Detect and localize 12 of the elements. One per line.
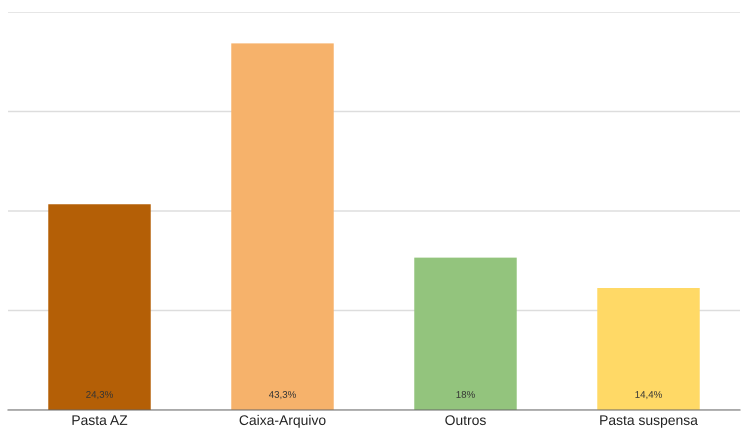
x-tick-label: Pasta suspensa (600, 415, 698, 428)
x-tick-label: Pasta AZ (72, 415, 128, 426)
bar (231, 43, 334, 410)
data-label: 24,3% (86, 391, 113, 400)
bar (414, 258, 517, 410)
bar (48, 204, 151, 410)
data-label: 18% (456, 391, 475, 398)
x-tick-label: Caixa-Arquivo (240, 414, 326, 428)
data-label: 43,3% (268, 391, 296, 400)
x-tick-label: Outros (445, 415, 486, 426)
bar (597, 288, 700, 410)
data-label: 14,4% (635, 391, 662, 400)
